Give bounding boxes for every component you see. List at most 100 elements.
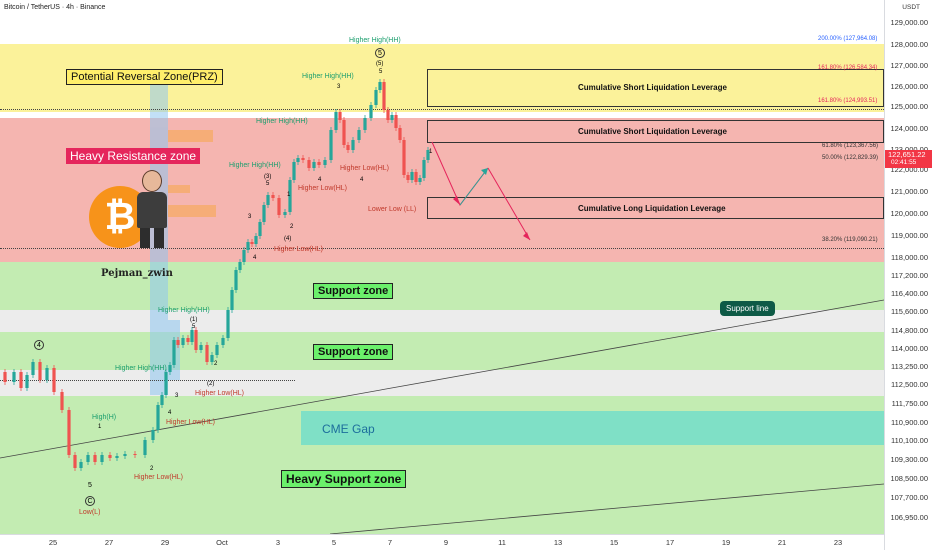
price-tick: 120,000.00 [890,209,928,218]
fib-50: 50.00% (122,829.39) [822,155,879,161]
candle-body [283,212,287,215]
candle-body [418,178,422,182]
candle-body [194,330,198,350]
short-liquidation-box-1[interactable] [427,69,884,107]
short-liquidation-box-2[interactable] [427,120,884,143]
candle-body [108,455,112,458]
prz-label: Potential Reversal Zone(PRZ) [66,69,223,85]
candle-body [60,392,64,410]
candle-body [334,112,338,130]
wave-hh-top-paren: (5) [376,61,384,67]
wave-hh-3-num: 3 [337,84,341,90]
candle-body [271,195,275,198]
price-tick: 112,500.00 [891,380,928,389]
candle-body [426,150,430,160]
wave-n2b: 2 [214,361,218,367]
heavy-support-label: Heavy Support zone [281,470,407,488]
candle-body [230,290,234,310]
wave-left-circle: 4 [34,340,44,350]
price-tick: 107,700.00 [890,493,928,502]
chart-header: Bitcoin / TetherUS · 4h · Binance [4,4,106,11]
long-liquidation-box[interactable] [427,197,884,219]
candle-body [374,90,378,105]
time-tick: 23 [833,538,843,547]
current-price-badge[interactable]: 122,651.22 02:41:55 [885,150,932,168]
candle-body [262,205,266,222]
candle-body [93,455,97,462]
candle-body [156,405,160,430]
wave-hh-top-5: 5 [379,69,383,75]
candle-body [123,454,127,456]
time-tick: 3 [275,538,281,547]
price-axis[interactable]: USDT 129,000.00 128,000.00 127,000.00 126,0… [884,0,932,550]
wave-hh-2: Higher High(HH) [256,118,308,125]
wave-n3b: 3 [175,393,179,399]
candle-body [73,455,77,468]
candle-body [234,270,238,290]
candle-body [238,262,242,270]
candle-body [258,222,262,236]
candle-body [312,162,316,168]
projection-arrowhead-red [523,232,530,240]
time-tick: 9 [443,538,449,547]
wave-hl-4-num: (4) [284,236,292,242]
wave-hl-mid: Higher Low(HL) [195,390,245,397]
wave-hl-recent-num: 4 [360,177,364,183]
author-avatar [132,170,172,250]
time-tick: 13 [553,538,563,547]
time-tick: 17 [665,538,675,547]
wave-n3: 3 [248,214,252,220]
wave-ll: Lower Low (LL) [368,206,417,213]
time-tick: 19 [721,538,731,547]
support-line-label: Support line [720,301,775,316]
candle-body [338,112,342,120]
wave-n2: 2 [290,224,294,230]
candle-body [277,198,281,215]
candle-body [369,105,373,118]
candle-body [181,338,185,345]
candle-body [346,145,350,150]
candle-body [186,338,190,342]
fib-200: 200.00% (127,964.08) [818,36,878,42]
wave-low-circle: C [85,496,95,506]
chart-area[interactable]: CME Gap Cumulative Short Liquidation Lev… [0,0,884,534]
projection-arrowhead-red-1 [453,196,460,205]
candle-body [226,310,230,338]
candle-body [210,355,214,362]
time-tick: 7 [387,538,393,547]
price-tick: 127,000.00 [890,61,928,70]
price-tick: 119,000.00 [891,231,928,240]
time-tick: 5 [331,538,337,547]
wave-hh-2-num: (3) [264,174,272,180]
candle-body [246,242,250,250]
candle-body [115,456,119,458]
candle-body [378,82,382,90]
candle-body [292,162,296,180]
candle-body [199,345,203,350]
time-axis[interactable]: 25 27 29 Oct 3 5 7 9 11 13 15 17 19 21 23 [0,534,884,550]
wave-hh-2b: Higher High(HH) [229,162,281,169]
time-tick: 27 [104,538,114,547]
candle-body [390,115,394,120]
projection-arrow-2 [487,167,531,241]
support-zone-2-label: Support zone [313,344,394,360]
wave-n4: 4 [253,255,257,261]
wave-hl-1-num: 4 [318,177,322,183]
time-tick: Oct [216,538,228,547]
candle-body [133,454,137,455]
resistance-dotted-line-1 [0,109,884,110]
candle-body [164,372,168,395]
candle-body [296,158,300,162]
candle-body [100,455,104,462]
time-tick: 29 [160,538,170,547]
price-tick: 118,000.00 [891,253,928,262]
price-tick: 110,100.00 [891,436,928,445]
price-tick: 111,750.00 [891,399,928,408]
support-zone-1-label: Support zone [313,283,394,299]
wave-high-h: High(H) [92,414,117,421]
candle-body [3,372,7,382]
wave-low-l: Low(L) [79,509,101,516]
candle-body [160,395,164,405]
candle-body [351,140,355,150]
candle-body [176,340,180,345]
